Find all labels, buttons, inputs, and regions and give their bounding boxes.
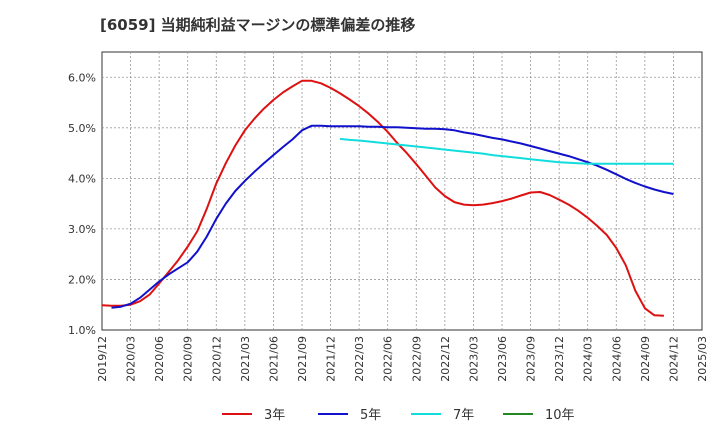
y-tick-label: 6.0%	[68, 71, 96, 84]
x-tick-label: 2023/12	[553, 336, 566, 382]
x-tick-label: 2021/03	[239, 336, 252, 382]
x-tick-label: 2020/03	[125, 336, 138, 382]
x-tick-label: 2022/09	[410, 336, 423, 382]
x-tick-label: 2023/03	[467, 336, 480, 382]
x-tick-label: 2023/09	[525, 336, 538, 382]
x-tick-label: 2021/06	[267, 336, 280, 382]
axes: 2019/12 2020/03 2020/06 2020/09 2020/12 2021/…	[68, 71, 709, 381]
legend: 3年 5年 7年 10年	[222, 408, 575, 423]
legend-label: 7年	[453, 408, 474, 423]
plot-area	[101, 51, 703, 331]
y-tick-label: 5.0%	[68, 122, 96, 135]
series-lines	[101, 79, 674, 317]
legend-label: 5年	[360, 408, 381, 423]
legend-label: 3年	[264, 408, 285, 423]
x-tick-label: 2020/06	[153, 336, 166, 382]
x-tick-label: 2024/12	[667, 336, 680, 382]
x-tick-label: 2020/09	[182, 336, 195, 382]
legend-label: 10年	[545, 408, 575, 423]
plot-frame	[101, 51, 703, 331]
y-tick-label: 4.0%	[68, 172, 96, 185]
series-line-7年	[339, 137, 674, 165]
x-tick-label: 2022/12	[439, 336, 452, 382]
x-tick-label: 2024/06	[610, 336, 623, 382]
x-tick-label: 2019/12	[96, 336, 109, 382]
x-tick-label: 2023/06	[496, 336, 509, 382]
x-tick-label: 2020/12	[210, 336, 223, 382]
chart-title: [6059] 当期純利益マージンの標準偏差の推移	[100, 16, 416, 34]
series-line-5年	[111, 124, 674, 309]
x-tick-label: 2025/03	[696, 336, 709, 382]
y-tick-label: 1.0%	[68, 324, 96, 337]
x-tick-label: 2021/09	[296, 336, 309, 382]
y-tick-label: 3.0%	[68, 223, 96, 236]
x-tick-label: 2024/03	[582, 336, 595, 382]
x-tick-label: 2024/09	[639, 336, 652, 382]
x-tick-label: 2022/06	[382, 336, 395, 382]
x-tick-label: 2022/03	[353, 336, 366, 382]
y-tick-label: 2.0%	[68, 273, 96, 286]
x-tick-label: 2021/12	[325, 336, 338, 382]
